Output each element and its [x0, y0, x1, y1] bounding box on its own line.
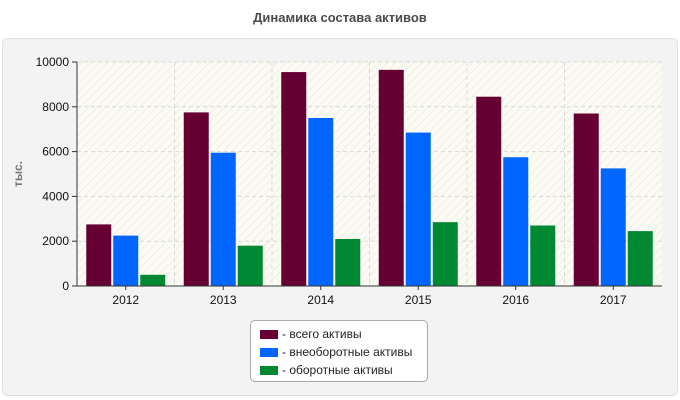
- bar: [530, 225, 556, 286]
- x-tick-label: 2015: [405, 293, 432, 307]
- y-tick-label: 6000: [42, 145, 69, 159]
- bar: [405, 132, 431, 286]
- bar: [183, 112, 209, 287]
- y-tick-label: 10000: [36, 55, 70, 69]
- y-tick-label: 4000: [42, 189, 69, 203]
- legend-swatch: [260, 365, 278, 375]
- bar: [573, 113, 599, 287]
- bar: [335, 238, 361, 286]
- bar: [627, 231, 653, 286]
- bar: [113, 235, 139, 286]
- y-axis-label: тыс.: [11, 161, 25, 187]
- bar: [281, 72, 307, 286]
- chart-legend: - всего активы - внеоборотные активы - о…: [250, 320, 428, 382]
- x-tick-label: 2013: [210, 293, 237, 307]
- bar: [432, 222, 458, 286]
- legend-swatch: [260, 329, 278, 339]
- bar: [308, 118, 334, 286]
- bar: [237, 245, 263, 286]
- x-tick-label: 2016: [502, 293, 529, 307]
- bar: [476, 96, 502, 286]
- x-tick-label: 2012: [112, 293, 139, 307]
- bar: [600, 168, 626, 286]
- bar: [378, 69, 404, 286]
- x-tick-label: 2014: [307, 293, 334, 307]
- y-tick-label: 8000: [42, 100, 69, 114]
- y-tick-label: 2000: [42, 234, 69, 248]
- bar: [503, 157, 529, 286]
- legend-swatch: [260, 347, 278, 357]
- legend-item-total: - всего активы: [260, 325, 427, 343]
- legend-item-current: - оборотные активы: [260, 361, 427, 379]
- bar: [140, 274, 166, 286]
- chart-title: Динамика состава активов: [253, 10, 427, 25]
- x-tick-label: 2017: [600, 293, 627, 307]
- legend-label: - внеоборотные активы: [282, 345, 413, 359]
- bar: [86, 224, 112, 286]
- legend-label: - всего активы: [282, 327, 362, 341]
- y-tick-label: 0: [62, 279, 69, 293]
- legend-item-noncurrent: - внеоборотные активы: [260, 343, 427, 361]
- bar: [210, 152, 236, 286]
- legend-label: - оборотные активы: [282, 363, 393, 377]
